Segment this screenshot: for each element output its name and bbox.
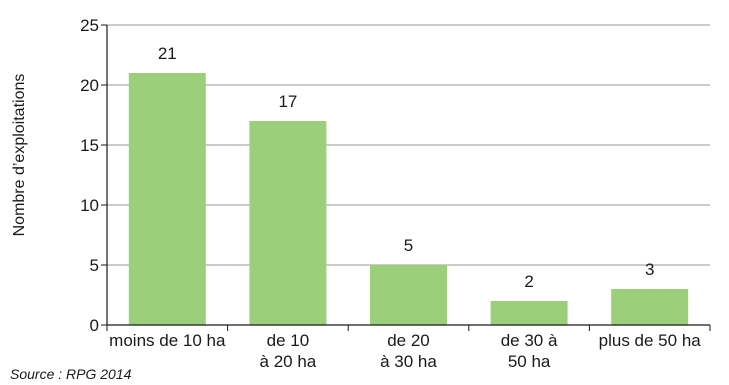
y-tick-label: 20 — [80, 76, 99, 95]
category-label: de 30 à 50 ha — [501, 331, 558, 371]
y-tick-label: 5 — [90, 256, 99, 275]
bar — [249, 121, 327, 325]
y-tick-labels: 0 5 10 15 20 25 — [80, 16, 99, 335]
category-label: de 10 à 20 ha — [260, 331, 317, 371]
grid-lines — [107, 24, 710, 266]
y-tick-label: 0 — [90, 316, 99, 335]
y-tick-label: 15 — [80, 136, 99, 155]
category-label: de 20 à 30 ha — [380, 331, 437, 371]
category-label: moins de 10 ha — [109, 331, 226, 350]
category-label-line: à 30 ha — [380, 352, 437, 371]
category-label-line: de 30 à — [501, 331, 558, 350]
data-label: 2 — [524, 272, 533, 291]
y-tick-label: 10 — [80, 196, 99, 215]
axes — [101, 24, 711, 331]
bar — [490, 301, 568, 325]
data-labels: 21 17 5 2 3 — [158, 44, 655, 291]
data-label: 3 — [645, 260, 654, 279]
category-label-line: de 10 — [267, 331, 310, 350]
data-label: 21 — [158, 44, 177, 63]
data-label: 17 — [278, 92, 297, 111]
data-label: 5 — [404, 236, 413, 255]
category-label: plus de 50 ha — [599, 331, 702, 350]
bar — [611, 289, 689, 325]
bar — [370, 265, 447, 325]
y-axis-label: Nombre d’exploitations — [11, 74, 28, 237]
category-label-line: 50 ha — [508, 352, 551, 371]
category-label-line: moins de 10 ha — [109, 331, 226, 350]
bar — [128, 73, 206, 325]
bars — [128, 73, 689, 325]
category-label-line: de 20 — [387, 331, 430, 350]
y-tick-label: 25 — [80, 16, 99, 35]
category-label-line: à 20 ha — [260, 352, 317, 371]
source-note: Source : RPG 2014 — [10, 366, 132, 382]
category-label-line: plus de 50 ha — [599, 331, 702, 350]
